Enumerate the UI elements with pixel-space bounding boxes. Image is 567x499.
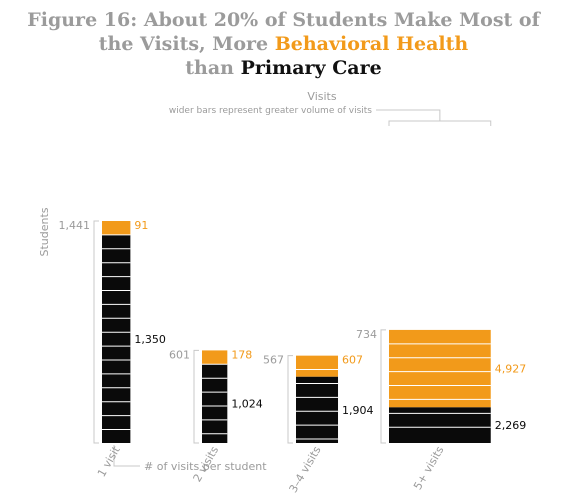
behavioral-health-value: 4,927 [495, 363, 527, 376]
chart-title: Figure 16: About 20% of Students Make Mo… [0, 8, 567, 80]
title-line-2-prefix: the Visits, More [98, 33, 275, 55]
students-value: 1,441 [59, 219, 91, 232]
students-bracket [93, 220, 99, 444]
students-value: 601 [169, 348, 190, 361]
behavioral-health-bar [102, 221, 131, 236]
title-line-3-prefix: than [185, 57, 241, 79]
primary-care-bar [102, 235, 131, 443]
category-label: 3–4 visits [287, 444, 324, 495]
behavioral-health-value: 178 [231, 348, 252, 361]
behavioral-health-value: 607 [342, 354, 363, 367]
visits-label: Visits [307, 90, 336, 103]
behavioral-health-bar [296, 355, 339, 377]
students-value: 567 [263, 354, 284, 367]
behavioral-health-value: 91 [134, 219, 148, 232]
primary-care-value: 1,024 [231, 398, 263, 411]
visits-note: wider bars represent greater volume of v… [169, 106, 372, 116]
chart-annotations: Students Visits wider bars represent great… [38, 90, 492, 473]
behavioral-health-bar [389, 329, 491, 408]
x-note-leader [113, 445, 140, 467]
primary-care-value: 2,269 [495, 419, 527, 432]
students-bracket [380, 329, 386, 444]
category-label: 1 visit [95, 443, 123, 479]
primary-care-bar [202, 364, 228, 443]
title-line-1: Figure 16: About 20% of Students Make Mo… [27, 9, 540, 31]
visits-bracket [376, 109, 492, 126]
students-axis-label: Students [38, 207, 51, 256]
bar-group-3: 567 607 1,904 3–4 visits [263, 354, 374, 495]
title-behavioral-health: Behavioral Health [274, 33, 469, 55]
primary-care-bar [389, 407, 491, 443]
bar-group-1: 1,441 91 1,350 1 visit [59, 219, 166, 479]
students-value: 734 [356, 328, 377, 341]
primary-care-value: 1,904 [342, 404, 374, 417]
primary-care-bar [296, 376, 339, 443]
category-label: 5+ visits [411, 444, 446, 492]
bar-group-4: 734 4,927 2,269 5+ visits [356, 328, 526, 492]
students-bracket [287, 355, 293, 444]
x-axis-note: # of visits per student [144, 460, 267, 473]
students-bracket [193, 349, 199, 444]
primary-care-value: 1,350 [134, 333, 166, 346]
title-primary-care: Primary Care [240, 57, 382, 79]
behavioral-health-bar [202, 350, 228, 365]
